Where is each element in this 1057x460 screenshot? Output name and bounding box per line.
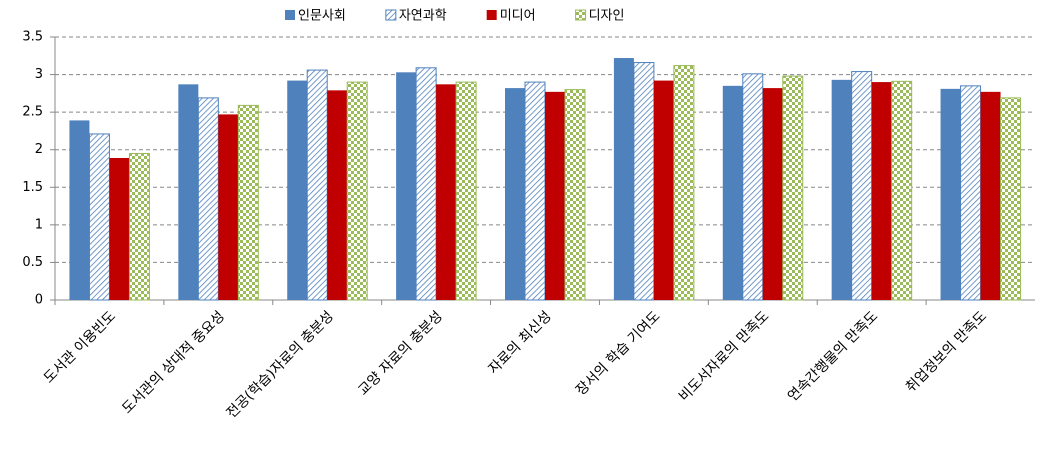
bar <box>436 84 457 300</box>
bar <box>287 80 308 300</box>
y-tick-label: 3.5 <box>22 30 43 45</box>
y-tick-label: 2.5 <box>22 105 43 120</box>
bar <box>653 80 674 300</box>
bar <box>980 91 1001 301</box>
x-tick-label: 장서의 학습 기여도 <box>573 308 664 399</box>
x-tick-label: 자료의 최신성 <box>486 308 555 377</box>
bar <box>128 152 150 301</box>
bar <box>633 62 655 301</box>
x-tick-label: 전공(학습)자료의 충분성 <box>224 308 337 421</box>
legend-label: 자연과학 <box>399 9 447 24</box>
legend-label: 인문사회 <box>298 9 346 24</box>
bar <box>891 80 913 301</box>
legend-swatch <box>385 9 397 21</box>
bar <box>455 81 477 301</box>
bar <box>218 114 239 300</box>
bar <box>109 157 130 300</box>
bar <box>88 133 110 301</box>
x-tick-label: 비도서자료의 만족도 <box>676 308 773 405</box>
legend-label: 디자인 <box>589 9 625 24</box>
bar <box>237 104 259 301</box>
y-tick-label: 0 <box>35 293 43 308</box>
y-tick-label: 3 <box>35 67 43 82</box>
x-tick-label: 도서관의 상대적 중요성 <box>119 308 228 417</box>
legend-swatch <box>285 10 295 20</box>
y-tick-label: 2 <box>35 142 43 157</box>
x-tick-label: 연속간행물의 만족도 <box>785 308 882 405</box>
y-tick-label: 0.5 <box>22 255 43 270</box>
bar <box>69 120 90 300</box>
x-tick-label: 취업정보의 만족도 <box>903 308 990 395</box>
bar <box>564 89 586 301</box>
bar <box>673 65 695 301</box>
x-tick-label: 교양 자료의 충분성 <box>355 308 445 398</box>
legend-swatch <box>575 9 587 21</box>
bar <box>960 85 982 301</box>
bar <box>396 72 417 301</box>
y-tick-label: 1.5 <box>22 180 43 195</box>
bar <box>851 71 873 301</box>
bar <box>327 90 348 300</box>
bar <box>762 88 783 301</box>
bar <box>613 58 634 300</box>
bar <box>742 73 764 301</box>
bar <box>346 81 368 301</box>
bar <box>782 75 804 301</box>
x-tick-label: 도서관 이용빈도 <box>41 308 119 386</box>
bar <box>415 67 437 301</box>
bar <box>306 69 328 301</box>
y-tick-label: 1 <box>35 217 43 232</box>
bar <box>1000 97 1022 301</box>
bar <box>545 91 565 301</box>
bar <box>524 81 546 301</box>
bar <box>178 84 199 300</box>
legend-swatch <box>486 10 497 20</box>
bar <box>940 88 961 300</box>
legend-label: 미디어 <box>500 9 536 24</box>
bar <box>871 82 892 300</box>
bar <box>722 85 743 300</box>
bar <box>197 97 219 301</box>
bar <box>831 79 852 301</box>
bar <box>505 88 525 301</box>
